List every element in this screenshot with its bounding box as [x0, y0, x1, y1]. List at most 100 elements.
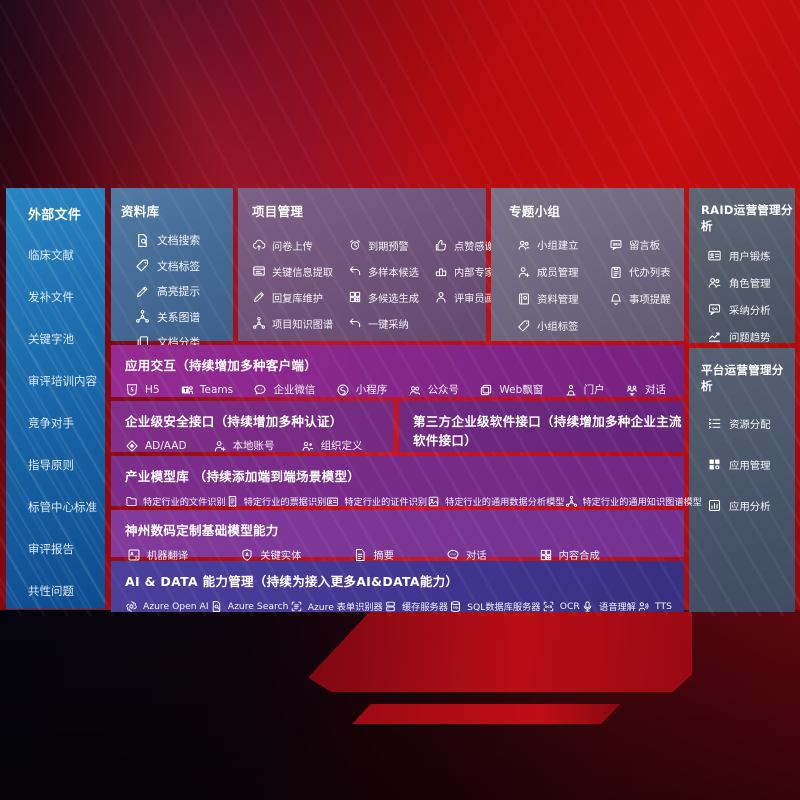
feature-item: Azure Open AI [125, 599, 209, 613]
industry-items: 特定行业的文件识别 特定行业的票据识别 特定行业的证件识别 特定行业的通用数据分析模型… [125, 494, 702, 508]
feature-item: OCR OCR [542, 599, 580, 613]
feature-item: 内部专家排名 [434, 264, 515, 279]
feature-item: 对话 [446, 547, 487, 562]
feature-item: QA 采纳分析 [707, 302, 795, 317]
feature-item: 特定行业的证件识别 [326, 494, 427, 508]
feature-label: 回复库维护 [272, 293, 323, 305]
feature-item: 关系图谱 [135, 309, 233, 325]
reply-arrow-icon [348, 316, 362, 330]
feature-item: 特定行业的通用数据分析模型 [427, 494, 565, 508]
trend-chart-icon [707, 329, 722, 344]
feature-item: 关键信息提取 [252, 264, 348, 279]
feature-item: 问卷上传 [252, 238, 348, 253]
feature-item: 高亮提示 [135, 283, 233, 299]
sidebar-item: 共性问题 [28, 583, 105, 599]
feature-item: A 文机器翻译 [127, 547, 188, 562]
feature-item: 事项提醒 [609, 291, 684, 306]
section-title: 产业模型库 （持续添加端到端场景模型） [125, 469, 361, 484]
section-title: 第三方企业级软件接口（持续增加多种企业主流软件接口） [413, 414, 682, 448]
label: 指导原则 [28, 458, 74, 472]
feature-item: Azure Search [210, 599, 288, 613]
openai-icon [125, 600, 138, 613]
bell-icon [609, 292, 623, 306]
id-card-icon [707, 248, 722, 263]
reply-arrow-icon [348, 264, 362, 278]
feature-item: 一键采纳 [348, 316, 434, 331]
section-library: 资料库 文档搜索 文档标签 高亮提示 关系图谱 文档分类 [111, 188, 233, 349]
section-title: 企业级安全接口（持续增加多种认证） [125, 414, 343, 429]
section-app-interaction: 应用交互（持续增加多种客户端） 5 H5 T Teams 企业微信 小程序 公众号 Web飘窗… [111, 345, 684, 397]
feature-item: 回复库维护 [252, 290, 348, 305]
feature-label: OCR [559, 600, 580, 612]
feature-item: Azure 表单识别器 [290, 599, 383, 613]
shield-a-icon: A [240, 548, 254, 562]
svg-text:5: 5 [130, 387, 134, 393]
sidebar-item-list: 临床文献 发补文件 关键字池 审评培训内容 竞争对手 指导原则 标管中心标准 审评报告 共性问题 [28, 247, 105, 599]
section-platform-analysis: 平台运营管理分析 资源分配 应用管理 应用分析 [689, 348, 795, 612]
feature-label: SQL数据库服务器 [467, 602, 541, 613]
ocr-icon: OCR [542, 600, 555, 613]
album-icon [517, 292, 531, 306]
feature-label: 评审员画像 [454, 293, 505, 305]
feature-label: 一键采纳 [368, 319, 409, 331]
feature-label: 到期预警 [368, 241, 409, 253]
interaction-items: 5 H5 T Teams 企业微信 小程序 公众号 Web飘窗 门户 对话 [125, 382, 672, 397]
feature-label: 问卷上传 [272, 241, 313, 253]
sidebar-item: 关键字池 [28, 331, 105, 347]
grid-gen-icon [539, 548, 553, 562]
knowledge-graph-icon [135, 309, 150, 324]
feature-label: 项目知识图谱 [272, 319, 334, 331]
panel-title: 外部文件 [28, 208, 82, 223]
library-items: 文档搜索 文档标签 高亮提示 关系图谱 文档分类 [121, 232, 233, 350]
feature-label: 小组建立 [537, 240, 579, 252]
section-industry-models: 产业模型库 （持续添加端到端场景模型） 特定行业的文件识别 特定行业的票据识别 特定… [111, 456, 702, 508]
chat-dots-icon [446, 548, 460, 562]
apps-grid-icon [707, 457, 722, 472]
svg-text:SQL: SQL [453, 605, 460, 609]
section-ai-data-management: AI & DATA 能力管理（持续为接入更多AI&DATA能力） Azure O… [111, 561, 684, 613]
pen-icon [252, 290, 266, 304]
feature-item: 到期预警 [348, 238, 434, 253]
feature-item: A 关键实体 [240, 547, 301, 562]
feature-label: 资源分配 [729, 419, 771, 431]
feature-label: 代办列表 [629, 267, 671, 279]
feature-item: 应用分析 [707, 498, 795, 513]
feature-item: SQL SQL数据库服务器 [449, 599, 540, 613]
section-security-api: 企业级安全接口（持续增加多种认证） AD/AAD 本地账号 组织定义 [111, 401, 393, 452]
azure-search-icon [210, 600, 223, 613]
feature-item: 小程序 [336, 382, 387, 397]
server-icon [384, 600, 397, 613]
highlighter-icon [135, 284, 150, 299]
feature-item: 缓存服务器 [384, 599, 448, 613]
feature-item: 本地账号 [213, 438, 275, 453]
feature-label: 特定行业的票据识别 [243, 497, 327, 508]
feature-item: 语音理解 [581, 599, 636, 613]
feature-item: 多候选生成 [348, 290, 434, 305]
dialog-icon [625, 383, 639, 397]
feature-label: 应用管理 [729, 460, 771, 472]
feature-label: 本地账号 [232, 440, 275, 452]
section-title: 专题小组 [509, 204, 561, 219]
feature-label: 关键实体 [260, 550, 302, 562]
feature-label: 关系图谱 [157, 310, 201, 324]
feature-label: 多样本候选 [368, 267, 419, 279]
wechat-work-icon [253, 383, 267, 397]
feature-item: 角色管理 [707, 275, 795, 290]
section-title: 项目管理 [252, 204, 304, 219]
feature-label: 小组标签 [537, 321, 579, 333]
feature-label: 内容合成 [558, 550, 600, 562]
label: 审评报告 [28, 542, 74, 556]
label: 临床文献 [28, 248, 74, 262]
svg-text:OCR: OCR [544, 604, 552, 608]
feature-label: 摘要 [373, 550, 394, 562]
tts-icon [637, 600, 650, 613]
feature-label: TTS [655, 600, 672, 612]
label: 标管中心标准 [28, 500, 97, 514]
svg-text:BBS: BBS [613, 242, 621, 246]
feature-label: 角色管理 [729, 278, 771, 290]
feature-label: 企业微信 [273, 384, 316, 396]
sidebar-item: 发补文件 [28, 289, 105, 305]
person-add-icon [213, 439, 227, 453]
feature-item: 内容合成 [539, 547, 600, 562]
